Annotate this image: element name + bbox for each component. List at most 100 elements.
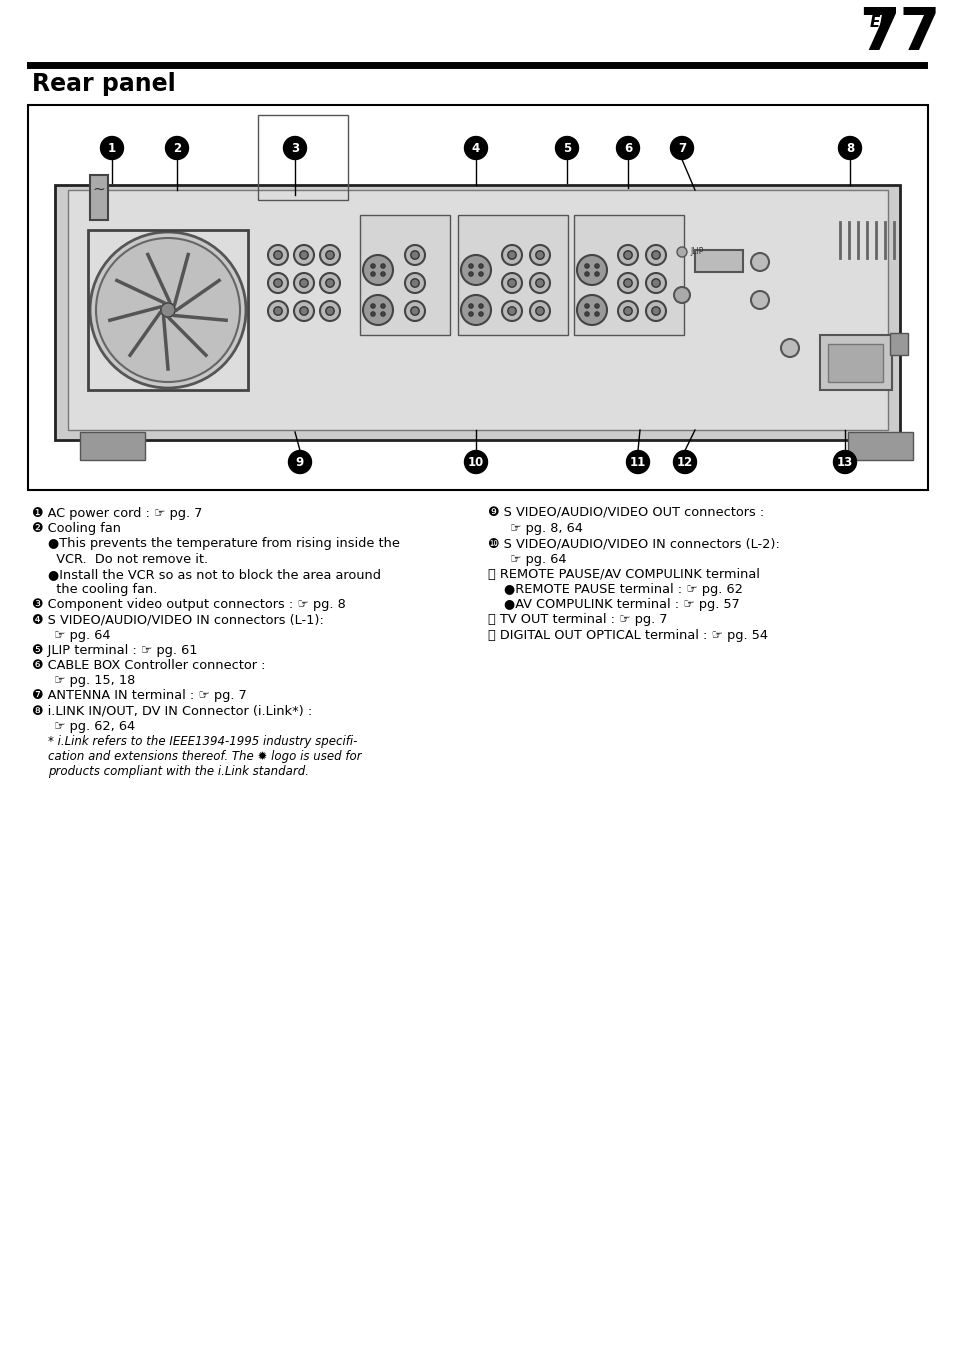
Bar — [257, 115, 348, 200]
Circle shape — [501, 272, 521, 293]
Circle shape — [555, 136, 578, 159]
Circle shape — [380, 271, 385, 277]
Circle shape — [651, 306, 659, 316]
Text: 77: 77 — [858, 5, 939, 62]
Circle shape — [288, 451, 312, 473]
Circle shape — [468, 312, 473, 316]
Bar — [359, 214, 450, 335]
Bar — [695, 250, 742, 272]
Circle shape — [363, 295, 393, 325]
Circle shape — [584, 304, 589, 308]
Text: 7: 7 — [678, 142, 685, 155]
Text: Rear panel: Rear panel — [32, 71, 175, 96]
Text: ⓭ DIGITAL OUT OPTICAL terminal : ☞ pg. 54: ⓭ DIGITAL OUT OPTICAL terminal : ☞ pg. 5… — [488, 629, 767, 642]
Bar — [80, 432, 145, 460]
Text: ●REMOTE PAUSE terminal : ☞ pg. 62: ●REMOTE PAUSE terminal : ☞ pg. 62 — [503, 583, 742, 596]
Text: ❹ S VIDEO/AUDIO/VIDEO IN connectors (L-1):: ❹ S VIDEO/AUDIO/VIDEO IN connectors (L-1… — [32, 614, 323, 626]
Circle shape — [460, 255, 491, 285]
Text: 6: 6 — [623, 142, 632, 155]
Text: ●Install the VCR so as not to block the area around: ●Install the VCR so as not to block the … — [48, 568, 380, 581]
Circle shape — [530, 246, 550, 264]
Circle shape — [268, 272, 288, 293]
Text: 5: 5 — [562, 142, 571, 155]
Bar — [889, 333, 907, 355]
Circle shape — [363, 255, 393, 285]
Circle shape — [618, 246, 638, 264]
Text: ●AV COMPULINK terminal : ☞ pg. 57: ●AV COMPULINK terminal : ☞ pg. 57 — [503, 598, 739, 611]
Circle shape — [294, 246, 314, 264]
Circle shape — [623, 279, 632, 287]
Circle shape — [645, 301, 665, 321]
Bar — [574, 214, 683, 335]
Circle shape — [507, 279, 516, 287]
Text: ⓬ TV OUT terminal : ☞ pg. 7: ⓬ TV OUT terminal : ☞ pg. 7 — [488, 614, 667, 626]
Text: ❻ CABLE BOX Controller connector :: ❻ CABLE BOX Controller connector : — [32, 660, 265, 672]
Text: ☞ pg. 8, 64: ☞ pg. 8, 64 — [510, 522, 582, 536]
Circle shape — [501, 246, 521, 264]
Text: EN: EN — [869, 15, 892, 30]
Text: 2: 2 — [172, 142, 181, 155]
Circle shape — [584, 271, 589, 277]
Text: ❺ JLIP terminal : ☞ pg. 61: ❺ JLIP terminal : ☞ pg. 61 — [32, 643, 197, 657]
Circle shape — [326, 251, 334, 259]
Text: 12: 12 — [677, 456, 693, 468]
Circle shape — [411, 306, 418, 316]
Circle shape — [838, 136, 861, 159]
Text: ☞ pg. 64: ☞ pg. 64 — [54, 629, 111, 642]
Circle shape — [464, 136, 487, 159]
Text: JLIP: JLIP — [689, 247, 702, 256]
Circle shape — [283, 136, 306, 159]
Bar — [820, 335, 891, 390]
Circle shape — [274, 279, 282, 287]
Circle shape — [626, 451, 649, 473]
Circle shape — [100, 136, 123, 159]
Circle shape — [299, 306, 308, 316]
Circle shape — [651, 279, 659, 287]
Circle shape — [165, 136, 189, 159]
Bar — [88, 229, 248, 390]
Circle shape — [326, 306, 334, 316]
Circle shape — [594, 304, 598, 308]
Circle shape — [677, 247, 686, 258]
Circle shape — [577, 255, 606, 285]
Circle shape — [90, 232, 246, 389]
Circle shape — [294, 272, 314, 293]
Circle shape — [623, 306, 632, 316]
Text: ❸ Component video output connectors : ☞ pg. 8: ❸ Component video output connectors : ☞ … — [32, 598, 345, 611]
Text: cation and extensions thereof. The ✹ logo is used for: cation and extensions thereof. The ✹ log… — [48, 750, 361, 764]
Text: 9: 9 — [295, 456, 304, 468]
Circle shape — [464, 451, 487, 473]
Circle shape — [536, 251, 543, 259]
Circle shape — [411, 251, 418, 259]
Circle shape — [371, 312, 375, 316]
Circle shape — [268, 246, 288, 264]
Circle shape — [268, 301, 288, 321]
Bar — [55, 185, 899, 440]
Text: 4: 4 — [472, 142, 479, 155]
Circle shape — [319, 301, 339, 321]
Circle shape — [594, 312, 598, 316]
Text: 10: 10 — [467, 456, 483, 468]
Circle shape — [478, 271, 482, 277]
Circle shape — [460, 295, 491, 325]
Circle shape — [478, 304, 482, 308]
Bar — [28, 105, 927, 490]
Text: VCR.  Do not remove it.: VCR. Do not remove it. — [48, 553, 208, 565]
Circle shape — [501, 301, 521, 321]
Circle shape — [577, 295, 606, 325]
Circle shape — [299, 251, 308, 259]
Circle shape — [536, 306, 543, 316]
Text: ❼ ANTENNA IN terminal : ☞ pg. 7: ❼ ANTENNA IN terminal : ☞ pg. 7 — [32, 689, 247, 703]
Circle shape — [618, 301, 638, 321]
Circle shape — [750, 254, 768, 271]
Circle shape — [478, 264, 482, 268]
Circle shape — [468, 271, 473, 277]
Circle shape — [371, 264, 375, 268]
Text: ⓫ REMOTE PAUSE/AV COMPULINK terminal: ⓫ REMOTE PAUSE/AV COMPULINK terminal — [488, 568, 760, 581]
Text: ●This prevents the temperature from rising inside the: ●This prevents the temperature from risi… — [48, 537, 399, 550]
Circle shape — [326, 279, 334, 287]
Text: the cooling fan.: the cooling fan. — [48, 583, 157, 596]
Circle shape — [380, 304, 385, 308]
Bar — [68, 190, 887, 430]
Circle shape — [536, 279, 543, 287]
